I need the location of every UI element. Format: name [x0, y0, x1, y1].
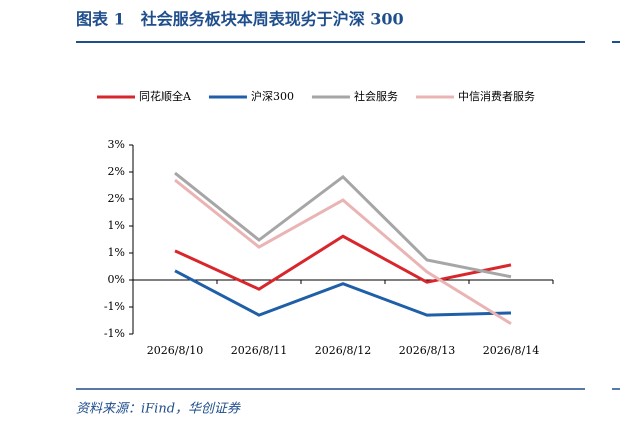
series-line — [174, 269, 512, 317]
source: 资料来源：iFind，华创证券 — [76, 402, 241, 417]
y-tick-label: 0% — [108, 273, 125, 286]
legend-label: 社会服务 — [354, 89, 398, 103]
y-tick-label: -1% — [104, 300, 125, 313]
series-line — [174, 171, 512, 279]
figure-title: 图表 1 社会服务板块本周表现劣于沪深 300 — [76, 10, 404, 29]
y-tick-label: 1% — [108, 246, 125, 259]
legend-label: 中信消费者服务 — [458, 89, 535, 103]
y-tick-label: 2% — [108, 165, 125, 178]
y-tick-label: 3% — [108, 138, 125, 151]
y-tick-label: -1% — [104, 327, 125, 340]
x-tick-label: 2026/8/10 — [147, 344, 203, 357]
x-tick-label: 2026/8/14 — [483, 344, 539, 357]
legend-label: 同花顺全A — [139, 89, 192, 103]
series-line — [174, 234, 512, 291]
legend-label: 沪深300 — [251, 89, 294, 103]
y-tick-label: 1% — [108, 219, 125, 232]
series-line — [174, 178, 512, 326]
x-tick-label: 2026/8/13 — [399, 344, 455, 357]
x-tick-label: 2026/8/11 — [231, 344, 287, 357]
y-tick-label: 2% — [108, 192, 125, 205]
x-tick-label: 2026/8/12 — [315, 344, 371, 357]
